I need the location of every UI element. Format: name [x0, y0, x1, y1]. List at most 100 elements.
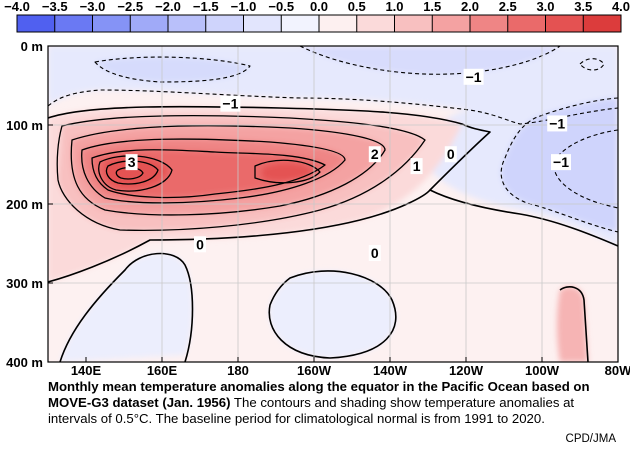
contour-zero-deep-mid [268, 270, 397, 359]
contour-lines [48, 46, 618, 362]
y-tick-label: 100 m [6, 118, 43, 133]
colorbar-segment [205, 15, 244, 32]
cold-patch-top [300, 46, 560, 75]
colorbar-segment [432, 15, 471, 32]
cold-patch-deep-west [60, 253, 193, 362]
y-tick-label: 0 m [21, 39, 43, 54]
contour-minus-10-top [299, 46, 561, 75]
contour-labels: −1 −1 −1 −1 3 2 1 0 0 0 [125, 68, 571, 261]
credit-label: CPD/JMA [565, 433, 616, 445]
x-tick-label: 80W [605, 363, 630, 378]
contour-label-bg [463, 68, 484, 85]
contour-label-bg [368, 244, 381, 261]
y-tick-label: 400 m [6, 355, 43, 370]
contour-minus-15-east [553, 129, 618, 209]
colorbar-segment [168, 15, 207, 32]
x-tick-label: 100W [525, 363, 560, 378]
contour-minus-05 [48, 89, 618, 125]
contour-label: 1 [413, 158, 421, 174]
contour-25-east [254, 159, 321, 184]
colorbar-tick-label: 0.5 [348, 0, 366, 14]
contour-label-bg [547, 115, 568, 132]
caption-title: Monthly mean temperature anomalies along… [48, 379, 590, 411]
contour-minus-10-west [94, 56, 251, 83]
colorbar-tick-label: −4.0 [4, 0, 30, 14]
contour-label: −1 [549, 115, 565, 131]
colorbar-tick-label: −2.0 [155, 0, 181, 14]
x-tick-label: 160W [297, 363, 332, 378]
contour-label: 0 [447, 146, 455, 162]
contour-label-bg [410, 158, 423, 175]
colorbar-segment [92, 15, 131, 32]
colorbar-tick-label: −3.5 [42, 0, 68, 14]
contour-label-bg [125, 154, 138, 171]
contour-minus-10-east [500, 97, 618, 233]
shading [48, 46, 618, 362]
contour-label-bg [220, 95, 241, 112]
colorbar-tick-label: 2.0 [461, 0, 479, 14]
colorbar-tick-label: 3.0 [536, 0, 554, 14]
contour-zero-deep-west [59, 252, 194, 362]
contour-label: 2 [371, 146, 379, 162]
colorbar-tick-label: −0.5 [268, 0, 294, 14]
colorbar-tick-label: 0.0 [310, 0, 328, 14]
contour-label: −1 [222, 96, 238, 112]
x-axis: 140E 160E 180 160W 140W 120W 100W 80W [71, 357, 630, 378]
colorbar-segment [507, 15, 546, 32]
contour-15 [81, 138, 346, 204]
colorbar-tick-label: 1.5 [423, 0, 441, 14]
contour-label-bg [444, 146, 457, 163]
colorbar-tick-label: −2.5 [117, 0, 143, 14]
colorbar-segment [394, 15, 433, 32]
contour-label: 0 [196, 236, 204, 252]
colorbar-segment [545, 15, 584, 32]
contour-20 [91, 149, 326, 199]
cold-surface-band [48, 46, 618, 246]
y-tick-label: 200 m [6, 197, 43, 212]
colorbar-tick-label: 1.0 [385, 0, 403, 14]
colorbar-tick-label: −3.0 [80, 0, 106, 14]
contour-zero-east [559, 286, 589, 362]
colorbar-segment [356, 15, 395, 32]
contour-label: 0 [371, 245, 379, 261]
x-tick-label: 120W [449, 363, 484, 378]
y-axis: 0 m 100 m 200 m 300 m 400 m [6, 39, 53, 370]
contour-label: −1 [466, 69, 482, 85]
contour-label-bg [194, 236, 206, 253]
x-tick-label: 160E [147, 363, 178, 378]
colorbar-segment [470, 15, 509, 32]
figure-caption: Monthly mean temperature anomalies along… [48, 379, 618, 428]
colorbar-segment [130, 15, 169, 32]
colorbar-tick-label: 3.5 [574, 0, 592, 14]
colorbar-segment [319, 15, 358, 32]
colorbar-segment [17, 15, 56, 32]
contour-10 [70, 125, 386, 216]
contour-zero-west [48, 189, 431, 283]
cold-patch-west [95, 57, 250, 82]
colorbar-tick-label: 2.5 [499, 0, 517, 14]
cold-patch-deep-mid [269, 270, 396, 358]
x-tick-label: 180 [227, 363, 249, 378]
caption-text: The contours and shading show temperatur… [48, 395, 575, 427]
contour-05 [56, 114, 426, 232]
colorbar-segment [54, 15, 93, 32]
contour-label-bg [368, 146, 381, 163]
colorbar-tick-label: 4.0 [612, 0, 630, 14]
colorbar-tick-label: −1.5 [193, 0, 219, 14]
contour-label: −1 [553, 154, 569, 170]
colorbar-tick-label: −1.0 [231, 0, 257, 14]
plot-area: −1 −1 −1 −1 3 2 1 0 0 0 [47, 45, 619, 363]
colorbar-segment [243, 15, 282, 32]
colorbar-segment [583, 15, 622, 32]
x-tick-label: 140W [373, 363, 408, 378]
x-tick-label: 140E [71, 363, 102, 378]
colorbar-segment [281, 15, 320, 32]
contour-label: 3 [128, 154, 136, 170]
contour-zero-main [48, 105, 618, 247]
contour-label-bg [551, 154, 571, 171]
y-tick-label: 300 m [6, 276, 43, 291]
contour-minus-10-small [579, 58, 605, 71]
colorbar: −4.0 −3.5 −3.0 −2.5 −2.0 −1.5 −1.0 −0.5 0.0 0.5 1.… [4, 0, 630, 33]
warm-streak-east [557, 286, 588, 362]
